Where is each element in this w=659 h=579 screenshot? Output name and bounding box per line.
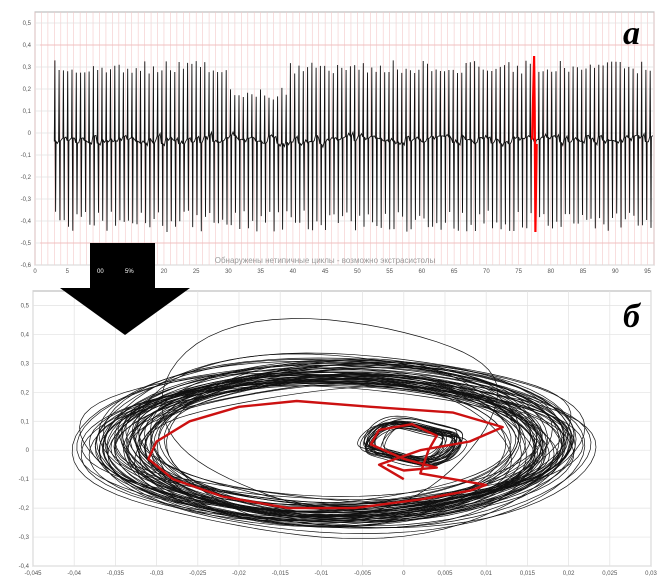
x-tick-label-a: 35 <box>257 269 264 275</box>
x-tick-label-b: -0,015 <box>272 571 290 577</box>
y-tick-label-a: -0,5 <box>21 241 32 247</box>
x-tick-label-b: -0,01 <box>315 571 329 577</box>
caption-a: Обнаружены нетипичные циклы - возможно э… <box>215 256 436 265</box>
highlighted-cycle-a <box>531 55 538 233</box>
chart-a: 0,5 0,4 0,3 0,2 0,1 0 -0,1 -0,2 -0,3 -0,4 -0,5 -0,6… <box>0 0 659 275</box>
phase-inner-loop <box>363 422 458 459</box>
phase-loop <box>76 370 567 524</box>
phase-loop <box>114 371 563 515</box>
highlighted-trajectory-b <box>147 399 504 510</box>
x-tick-label-a: 5 <box>66 269 70 275</box>
y-tick-label-a: 0,2 <box>23 87 32 93</box>
phase-loop <box>103 357 586 518</box>
phase-loop <box>134 373 536 529</box>
x-tick-label-a: 65 <box>451 269 458 275</box>
y-tick-label-b: 0,2 <box>21 390 30 396</box>
phase-loop <box>110 385 541 505</box>
y-tick-label-a: -0,4 <box>21 219 32 225</box>
chart-b: -0,045 -0,04 -0,035 -0,03 -0,025 -0,02 -0,015 -… <box>0 279 659 579</box>
x-tick-label-b: 0,005 <box>437 571 453 577</box>
arrow-down-icon: 00 5% <box>60 243 190 335</box>
x-tick-label-a: 60 <box>419 269 426 275</box>
y-tick-label-b: 0,4 <box>21 332 30 338</box>
arrow-inset-label: 5% <box>125 269 134 275</box>
panel-label-a: а <box>623 15 640 52</box>
x-tick-label-a: 0 <box>33 269 37 275</box>
phase-outer-loop <box>71 372 571 540</box>
phase-loop <box>153 375 526 511</box>
phase-loop <box>149 359 520 520</box>
x-tick-label-b: 0,01 <box>480 571 492 577</box>
y-tick-label-a: -0,3 <box>21 197 32 203</box>
x-tick-label-a: 20 <box>161 269 168 275</box>
x-tick-label-b: 0,025 <box>602 571 618 577</box>
x-tick-label-b: -0,045 <box>24 571 42 577</box>
x-tick-label-a: 80 <box>547 269 554 275</box>
x-tick-label-a: 55 <box>386 269 393 275</box>
y-tick-label-a: 0,1 <box>23 109 32 115</box>
y-tick-label-b: -0,2 <box>19 506 30 512</box>
x-tick-label-b: 0,03 <box>645 571 657 577</box>
phase-loop <box>106 374 592 529</box>
x-tick-label-a: 95 <box>644 269 651 275</box>
y-tick-label-a: 0,4 <box>23 43 32 49</box>
phase-loop <box>103 369 544 522</box>
y-tick-label-b: -0,3 <box>19 535 30 541</box>
phase-loop <box>98 382 563 517</box>
y-tick-label-b: 0,5 <box>21 303 30 309</box>
x-tick-label-b: -0,03 <box>150 571 164 577</box>
x-tick-label-b: 0,02 <box>563 571 575 577</box>
phase-inner-loop <box>366 417 464 460</box>
y-tick-label-a: -0,2 <box>21 175 32 181</box>
x-tick-label-a: 25 <box>193 269 200 275</box>
arrow-inset-label: 00 <box>97 269 104 275</box>
y-tick-label-a: -0,1 <box>21 153 32 159</box>
y-tick-label-a: 0,3 <box>23 65 32 71</box>
x-tick-label-b: -0,035 <box>107 571 125 577</box>
x-tick-label-a: 85 <box>580 269 587 275</box>
x-tick-label-a: 30 <box>225 269 232 275</box>
x-tick-label-b: -0,005 <box>354 571 372 577</box>
phase-loop <box>98 361 553 516</box>
y-tick-label-a: 0,5 <box>23 21 32 27</box>
x-tick-label-b: -0,02 <box>232 571 246 577</box>
panel-label-b: б <box>623 298 642 335</box>
phase-inner-loop <box>382 421 453 460</box>
x-tick-label-a: 40 <box>290 269 297 275</box>
y-tick-label-b: -0,4 <box>19 564 30 570</box>
phase-loop <box>127 368 542 513</box>
phase-loop <box>157 358 527 526</box>
phase-outer-loop <box>137 352 572 514</box>
x-tick-label-a: 75 <box>515 269 522 275</box>
phase-loop <box>163 375 536 528</box>
x-tick-label-b: -0,025 <box>189 571 207 577</box>
x-tick-label-a: 50 <box>354 269 361 275</box>
y-tick-label-b: 0,3 <box>21 361 30 367</box>
y-tick-label-b: 0 <box>26 448 30 454</box>
phase-loop <box>120 362 575 522</box>
y-tick-label-a: -0,6 <box>21 263 32 269</box>
y-tick-label-a: 0 <box>28 131 32 137</box>
x-tick-label-b: -0,04 <box>67 571 81 577</box>
x-tick-label-b: 0,015 <box>520 571 536 577</box>
x-tick-label-a: 70 <box>483 269 490 275</box>
phase-loop <box>150 373 538 505</box>
y-tick-label-b: 0,1 <box>21 419 30 425</box>
x-tick-label-b: 0 <box>402 571 406 577</box>
x-tick-label-a: 90 <box>612 269 619 275</box>
arrow-head <box>60 288 190 335</box>
phase-loops <box>71 318 597 540</box>
x-tick-label-a: 45 <box>322 269 329 275</box>
phase-outer-loop <box>161 318 498 513</box>
arrow-shaft <box>90 243 155 288</box>
y-tick-label-b: -0,1 <box>19 477 30 483</box>
ecg-trace <box>53 60 654 233</box>
